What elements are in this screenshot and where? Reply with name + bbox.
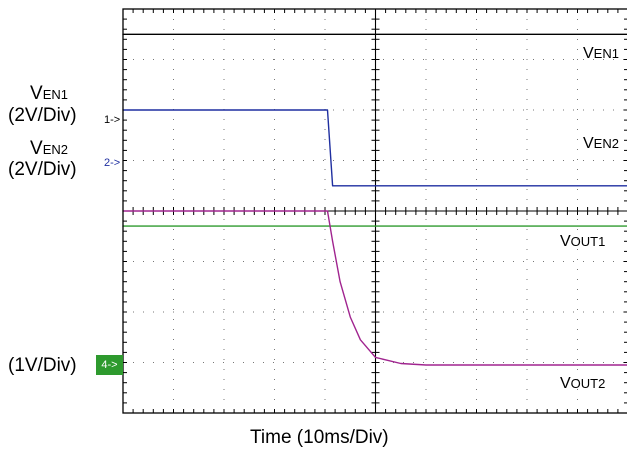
plot-frame xyxy=(122,8,627,414)
ven1-scale-label: (2V/Div) xyxy=(8,105,77,126)
ven1-trace-label: VEN1 xyxy=(583,45,619,62)
channel-2-marker: 2-> xyxy=(104,157,121,169)
trace-vout2 xyxy=(122,210,627,366)
vout-scale-label: (1V/Div) xyxy=(8,355,77,376)
x-axis-title: Time (10ms/Div) xyxy=(250,427,389,448)
ven2-left-label: VEN2 xyxy=(30,138,68,159)
traces xyxy=(122,33,627,366)
vout2-trace-label: VOUT2 xyxy=(560,375,606,392)
trace-ven2 xyxy=(122,109,627,187)
ven1-left-label: VEN1 xyxy=(30,83,68,104)
ven2-scale-label: (2V/Div) xyxy=(8,159,77,180)
channel-4-marker: 4-> xyxy=(96,355,123,375)
vout1-trace-label: VOUT1 xyxy=(560,233,606,250)
grid xyxy=(122,8,627,414)
ven2-trace-label: VEN2 xyxy=(583,135,619,152)
channel-1-marker: 1-> xyxy=(104,114,121,126)
